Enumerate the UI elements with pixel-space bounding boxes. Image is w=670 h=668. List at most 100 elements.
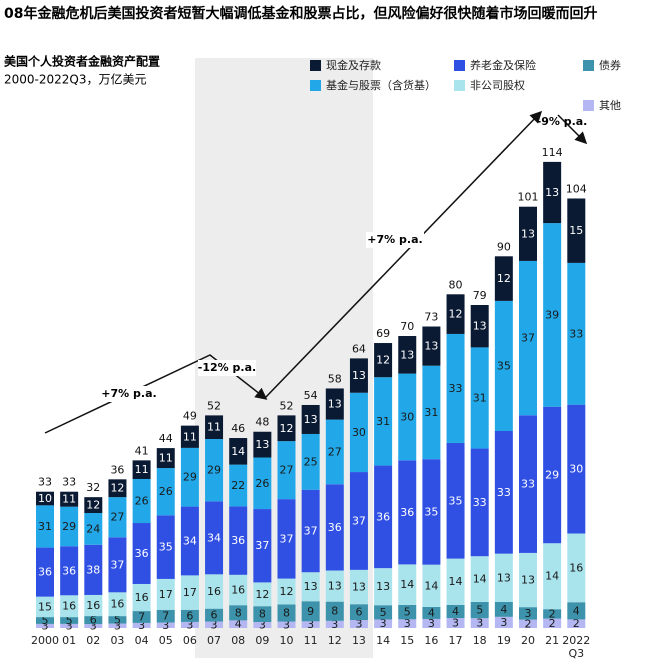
annotation-bg — [198, 360, 256, 376]
segment-label: 13 — [352, 581, 366, 594]
segment-label: 29 — [183, 471, 197, 484]
segment-label: 27 — [328, 445, 342, 458]
bar-segment — [519, 552, 537, 608]
segment-label: 15 — [569, 224, 583, 237]
total-label: 54 — [304, 389, 318, 402]
bar-segment — [470, 618, 489, 628]
segment-label: 3 — [283, 618, 290, 631]
bar-segment — [84, 616, 103, 625]
total-label: 32 — [86, 481, 100, 494]
segment-label: 3 — [259, 619, 266, 632]
bar-segment — [108, 497, 127, 538]
bar-segment — [36, 505, 54, 548]
segment-label: 12 — [255, 588, 269, 601]
x-tick-label: 19 — [496, 634, 511, 647]
bar-segment — [180, 425, 199, 448]
bar-segment — [374, 619, 393, 628]
x-tick-label: 2000 — [31, 634, 59, 647]
bar-segment — [277, 604, 296, 622]
bar-segment — [253, 431, 272, 458]
bar-segment — [277, 415, 296, 442]
bar-segment — [325, 570, 344, 602]
bar-segment — [398, 564, 417, 605]
total-label: 90 — [497, 240, 511, 253]
bar-segment — [108, 616, 127, 624]
bar-segment — [277, 621, 296, 628]
segment-label: 13 — [473, 320, 487, 333]
segment-label: 3 — [114, 619, 121, 632]
trend-line — [557, 114, 588, 145]
segment-label: 2 — [573, 617, 580, 630]
bar-segment — [229, 605, 248, 621]
bar-segment — [543, 406, 562, 544]
legend-swatch — [454, 80, 465, 91]
segment-label: 6 — [211, 609, 218, 622]
total-label: 73 — [424, 311, 438, 324]
annotation: -12% p.a. — [198, 361, 256, 374]
bar-segment — [519, 415, 537, 553]
total-label: 52 — [280, 399, 294, 412]
bar-segment — [205, 415, 224, 440]
segment-label: 15 — [38, 600, 52, 613]
segment-label: 16 — [86, 599, 100, 612]
bar-segment — [36, 596, 54, 618]
segment-label: 6 — [355, 606, 362, 619]
segment-label: 6 — [90, 614, 97, 627]
segment-label: 2 — [549, 617, 556, 630]
bar-segment — [567, 198, 586, 263]
trend-line — [44, 354, 268, 434]
bar-segment — [180, 447, 199, 507]
bar-segment — [446, 294, 465, 334]
segment-label: 31 — [424, 406, 438, 419]
bar-segment — [132, 583, 151, 612]
segment-label: 33 — [449, 382, 463, 395]
bar-segment — [205, 501, 224, 575]
segment-label: 11 — [62, 493, 76, 506]
segment-label: 5 — [42, 614, 49, 627]
bar-segment — [277, 441, 296, 500]
bar-segment — [180, 575, 199, 610]
total-label: 114 — [542, 146, 563, 159]
subtitle: 美国个人投资者金融资产配置 — [4, 54, 160, 69]
total-label: 33 — [62, 476, 76, 489]
annotation: -9% p.a. — [537, 115, 588, 128]
segment-label: 14 — [473, 573, 487, 586]
bar-segment — [422, 459, 441, 565]
segment-label: 27 — [280, 464, 294, 477]
x-tick-label: 03 — [110, 634, 125, 647]
bar-segment — [567, 262, 586, 405]
segment-label: 13 — [328, 398, 342, 411]
bar-segment — [543, 223, 562, 407]
bar-segment — [543, 618, 562, 628]
segment-label: 12 — [86, 499, 100, 512]
segment-label: 4 — [235, 618, 242, 631]
segment-label: 14 — [424, 579, 438, 592]
bar-segment — [374, 343, 393, 378]
segment-label: 3 — [452, 617, 459, 630]
bar-segment — [349, 569, 368, 605]
bar-segment — [180, 609, 199, 622]
bar-segment — [422, 365, 441, 460]
total-label: 48 — [255, 416, 269, 429]
segment-label: 24 — [86, 522, 100, 535]
bar-segment — [398, 619, 417, 628]
bar-segment — [494, 256, 513, 301]
segment-label: 35 — [497, 359, 511, 372]
x-tick-label: 09 — [255, 634, 270, 647]
bar-segment — [253, 457, 272, 510]
segment-label: 12 — [110, 482, 124, 495]
x-tick-label: 02 — [86, 634, 101, 647]
bar-segment — [446, 333, 465, 443]
segment-label: 37 — [255, 539, 269, 552]
bar-segment — [301, 601, 320, 622]
total-label: 101 — [518, 191, 539, 204]
bar-segment — [374, 605, 393, 620]
segment-label: 3 — [500, 616, 507, 629]
x-tick-label: 08 — [231, 634, 246, 647]
segment-label: 12 — [449, 308, 463, 321]
total-label: 49 — [183, 410, 197, 423]
bar-segment — [446, 604, 465, 619]
segment-label: 36 — [376, 510, 390, 523]
bar-segment — [301, 489, 320, 573]
segment-label: 11 — [207, 421, 221, 434]
